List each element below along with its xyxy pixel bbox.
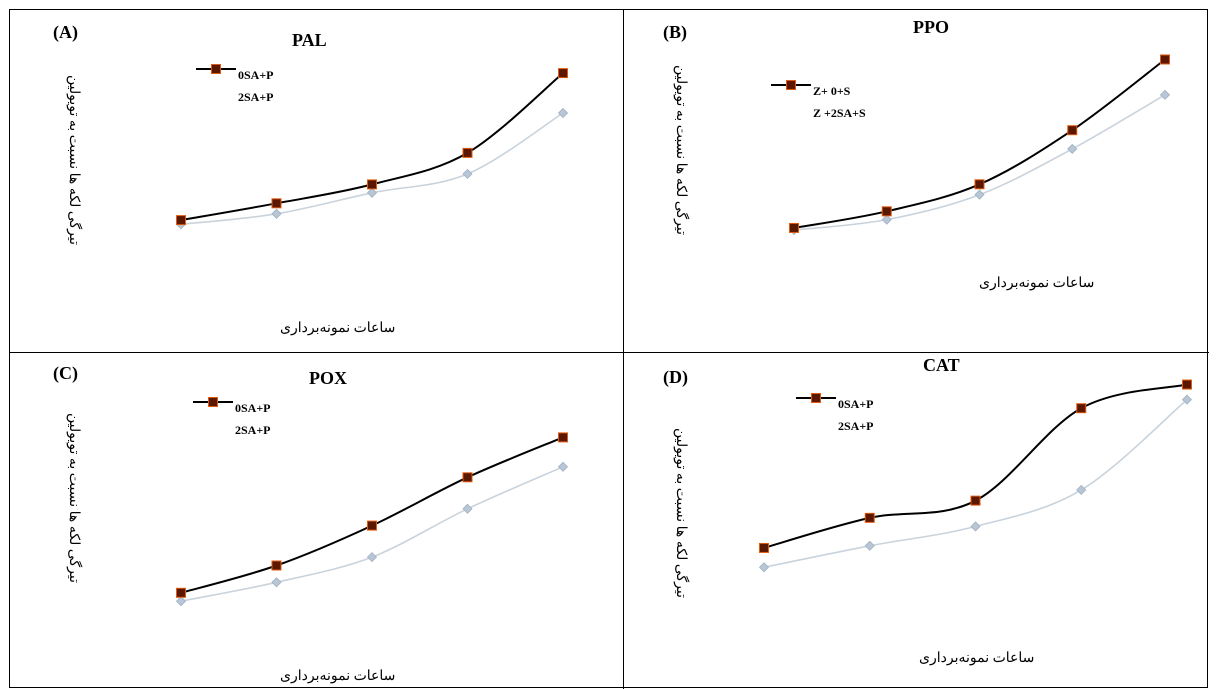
data-point-light-5: [557, 461, 569, 472]
data-point-dark-5: [558, 68, 568, 79]
x-axis-label: ساعات نمونه‌برداری: [919, 651, 1035, 666]
data-point-dark-3: [970, 495, 981, 506]
data-point-dark-4: [462, 147, 473, 158]
legend-marker-dark: [811, 393, 821, 403]
chart-title-pox: POX: [309, 368, 347, 388]
data-point-light-5: [1181, 394, 1193, 405]
y-axis-label: تیرگی لکه ها نسبت به تویولین: [673, 65, 688, 235]
series-line-light: [180, 112, 564, 226]
data-point-light-5: [1159, 89, 1171, 100]
data-point-light-4: [462, 503, 473, 514]
data-point-light-2: [864, 540, 875, 551]
legend-cat: 0SA+P 2SA+P: [796, 392, 874, 436]
data-point-dark-2: [881, 206, 892, 217]
legend-label: 0SA+P: [235, 401, 271, 416]
legend-swatch-dark: [771, 80, 811, 119]
x-axis-label: ساعات نمونه‌برداری: [280, 321, 396, 336]
legend-swatch-dark: [796, 393, 836, 432]
legend-marker-dark: [211, 64, 221, 74]
data-point-dark-1: [176, 587, 186, 598]
legend-pox: 0SA+P 2SA+P: [193, 396, 271, 440]
figure-grid: (A) PAL 0SA+P 2SA+P ساعات نمونه‌برداری ت…: [9, 9, 1209, 689]
data-point-dark-5: [558, 432, 568, 443]
data-point-light-1: [175, 596, 187, 607]
data-point-light-4: [462, 168, 473, 179]
data-point-dark-4: [1067, 125, 1078, 136]
data-point-dark-5: [1182, 379, 1192, 390]
panel-tag-d: (D): [663, 367, 688, 387]
legend-ppo: Z+ 0+S Z +2SA+S: [771, 79, 866, 123]
panel-tag-b: (B): [663, 22, 687, 42]
chart-ppo-plot: [788, 54, 1171, 236]
data-point-light-3: [970, 521, 981, 532]
data-point-light-4: [1067, 143, 1078, 154]
legend-label: 0SA+P: [838, 397, 874, 412]
legend-item-dark: 2SA+P: [196, 64, 274, 107]
data-point-dark-2: [271, 198, 282, 209]
legend-swatch-dark: [196, 64, 236, 103]
legend-label: Z +2SA+S: [813, 106, 866, 121]
panel-cat: (D) CAT 0SA+P 2SA+P ساعات نمونه‌برداری ت…: [624, 353, 1209, 689]
data-point-dark-4: [1076, 403, 1087, 414]
y-axis-label: تیرگی لکه ها نسبت به تویولین: [66, 75, 81, 245]
data-point-dark-4: [462, 472, 473, 483]
data-point-light-3: [366, 552, 378, 563]
data-point-dark-1: [759, 542, 769, 553]
legend-label: 0SA+P: [238, 68, 274, 83]
y-axis-label: تیرگی لکه ها نسبت به تویولین: [66, 413, 81, 583]
panel-pox: (C) POX 0SA+P 2SA+P ساعات نمونه‌برداری ت…: [10, 353, 624, 689]
panel-ppo: (B) PPO Z+ 0+S Z +2SA+S ساعات نمونه‌بردا…: [624, 10, 1209, 353]
data-point-light-2: [271, 208, 282, 219]
data-point-dark-2: [271, 560, 282, 571]
y-axis-label: تیرگی لکه ها نسبت به تویولین: [673, 428, 688, 598]
legend-label: 2SA+P: [838, 419, 874, 434]
series-line-light: [180, 466, 564, 602]
series-line-dark: [180, 436, 564, 594]
panel-pal: (A) PAL 0SA+P 2SA+P ساعات نمونه‌برداری ت…: [10, 10, 624, 353]
legend-marker-dark: [786, 80, 796, 90]
data-point-light-3: [366, 187, 378, 198]
data-point-dark-3: [367, 520, 377, 531]
data-point-dark-2: [864, 512, 875, 523]
legend-swatch-dark: [193, 397, 233, 436]
data-point-dark-5: [1160, 54, 1170, 65]
data-point-light-2: [271, 577, 282, 588]
chart-pox-plot: [175, 432, 569, 607]
legend-pal: 0SA+P 2SA+P: [196, 63, 274, 107]
chart-title-pal: PAL: [292, 30, 327, 50]
x-axis-label: ساعات نمونه‌برداری: [979, 276, 1095, 291]
data-point-dark-3: [367, 179, 377, 190]
data-point-light-1: [758, 562, 770, 573]
chart-title-cat: CAT: [923, 355, 960, 375]
chart-pal-plot: [175, 68, 569, 230]
data-point-dark-1: [789, 222, 799, 233]
data-point-dark-3: [974, 179, 985, 190]
panel-tag-a: (A): [53, 22, 78, 42]
legend-label: 2SA+P: [235, 423, 271, 438]
legend-item-dark: 2SA+P: [193, 397, 271, 440]
data-point-light-3: [974, 189, 985, 200]
data-point-light-5: [557, 107, 569, 119]
legend-label: 2SA+P: [238, 90, 274, 105]
legend-item-dark: Z +2SA+S: [771, 80, 866, 123]
chart-cat-plot: [758, 379, 1193, 573]
data-point-dark-1: [176, 215, 186, 226]
x-axis-label: ساعات نمونه‌برداری: [280, 669, 396, 684]
data-point-light-4: [1076, 484, 1087, 495]
data-point-light-2: [881, 214, 892, 225]
legend-label: Z+ 0+S: [813, 84, 851, 99]
panel-tag-c: (C): [53, 363, 78, 383]
chart-title-ppo: PPO: [913, 17, 949, 37]
legend-item-dark: 2SA+P: [796, 393, 874, 436]
legend-marker-dark: [208, 397, 218, 407]
